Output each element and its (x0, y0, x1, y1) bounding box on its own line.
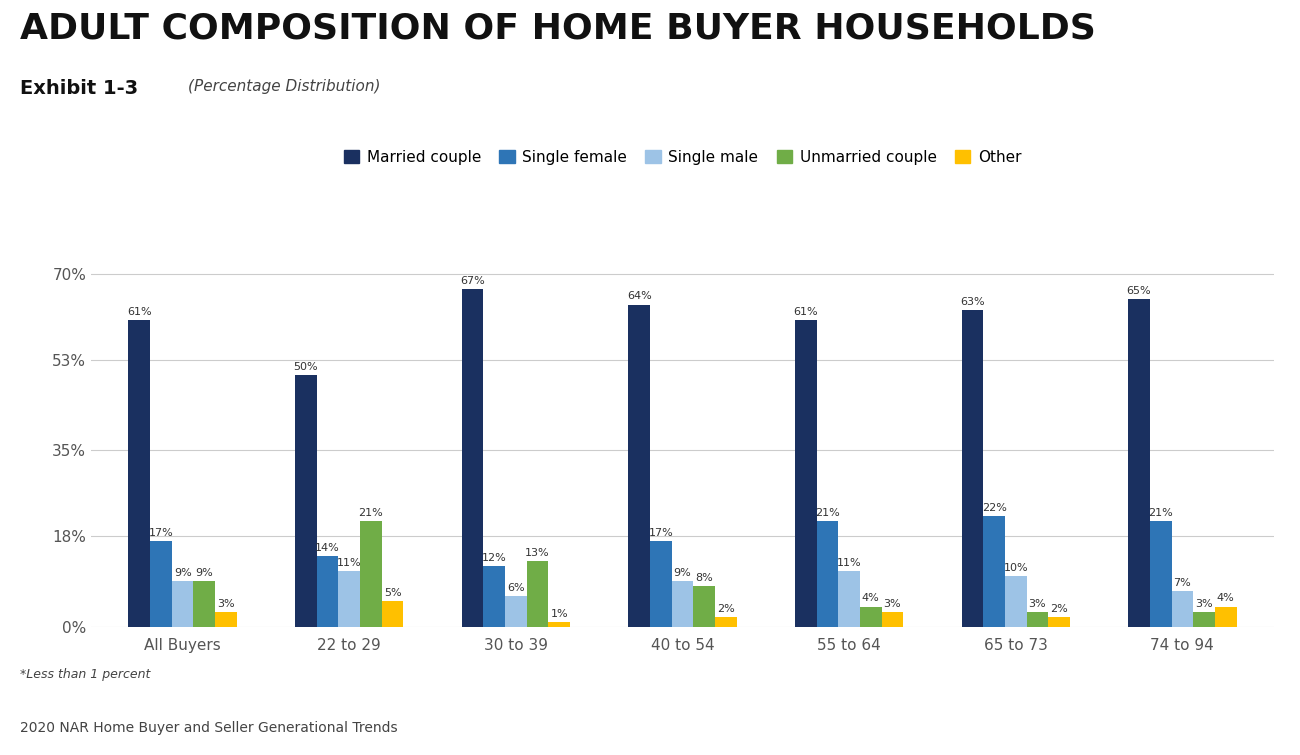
Text: 6%: 6% (507, 584, 525, 593)
Bar (549, 621, 569, 627)
Bar (151, 541, 172, 627)
Legend: Married couple, Single female, Single male, Unmarried couple, Other: Married couple, Single female, Single ma… (338, 143, 1027, 171)
Text: 64%: 64% (627, 291, 651, 301)
Bar (1193, 612, 1216, 627)
Text: 9%: 9% (195, 569, 213, 578)
Bar (983, 516, 1005, 627)
Text: 8%: 8% (696, 573, 712, 584)
Bar (484, 566, 506, 627)
Text: 21%: 21% (815, 508, 840, 518)
Bar (1048, 617, 1070, 627)
Text: 10%: 10% (1004, 563, 1028, 573)
Bar (129, 319, 151, 627)
Text: 61%: 61% (793, 307, 818, 316)
Bar (172, 581, 194, 627)
Bar (214, 612, 237, 627)
Bar (838, 572, 861, 627)
Text: 17%: 17% (649, 528, 673, 538)
Text: 17%: 17% (148, 528, 173, 538)
Bar (360, 521, 382, 627)
Text: 11%: 11% (337, 558, 361, 569)
Text: 65%: 65% (1127, 286, 1152, 297)
Text: 21%: 21% (1148, 508, 1173, 518)
Text: 3%: 3% (217, 599, 235, 609)
Text: Exhibit 1-3: Exhibit 1-3 (20, 79, 138, 98)
Text: 4%: 4% (1217, 593, 1235, 603)
Text: 63%: 63% (961, 297, 984, 307)
Text: 3%: 3% (1028, 599, 1046, 609)
Bar (650, 541, 672, 627)
Bar (194, 581, 214, 627)
Bar (881, 612, 904, 627)
Text: 50%: 50% (294, 362, 318, 372)
Text: 2%: 2% (716, 603, 734, 614)
Bar (628, 304, 650, 627)
Bar (672, 581, 693, 627)
Text: 1%: 1% (550, 609, 568, 618)
Bar (796, 319, 816, 627)
Text: 22%: 22% (982, 503, 1006, 513)
Bar (506, 596, 526, 627)
Text: 12%: 12% (482, 553, 507, 563)
Text: ADULT COMPOSITION OF HOME BUYER HOUSEHOLDS: ADULT COMPOSITION OF HOME BUYER HOUSEHOL… (20, 11, 1096, 45)
Bar (1214, 606, 1236, 627)
Text: 5%: 5% (384, 588, 402, 599)
Bar (715, 617, 737, 627)
Bar (1171, 591, 1193, 627)
Text: 21%: 21% (359, 508, 383, 518)
Text: 14%: 14% (315, 543, 341, 553)
Text: (Percentage Distribution): (Percentage Distribution) (188, 79, 381, 94)
Bar (816, 521, 838, 627)
Text: 11%: 11% (837, 558, 862, 569)
Bar (526, 561, 549, 627)
Text: 61%: 61% (127, 307, 152, 316)
Text: 9%: 9% (174, 569, 191, 578)
Bar (462, 289, 484, 627)
Text: 9%: 9% (673, 569, 692, 578)
Bar (962, 310, 983, 627)
Text: 13%: 13% (525, 548, 550, 558)
Text: *Less than 1 percent: *Less than 1 percent (20, 668, 150, 681)
Text: 2%: 2% (1050, 603, 1067, 614)
Bar (1150, 521, 1171, 627)
Text: 67%: 67% (460, 276, 485, 286)
Bar (317, 556, 338, 627)
Bar (1027, 612, 1048, 627)
Bar (693, 587, 715, 627)
Text: 7%: 7% (1174, 578, 1191, 588)
Text: 3%: 3% (884, 599, 901, 609)
Bar (1005, 576, 1027, 627)
Bar (1128, 300, 1150, 627)
Bar (295, 375, 317, 627)
Bar (861, 606, 881, 627)
Text: 2020 NAR Home Buyer and Seller Generational Trends: 2020 NAR Home Buyer and Seller Generatio… (20, 721, 396, 735)
Text: 4%: 4% (862, 593, 880, 603)
Bar (338, 572, 360, 627)
Text: 3%: 3% (1195, 599, 1213, 609)
Bar (382, 602, 403, 627)
